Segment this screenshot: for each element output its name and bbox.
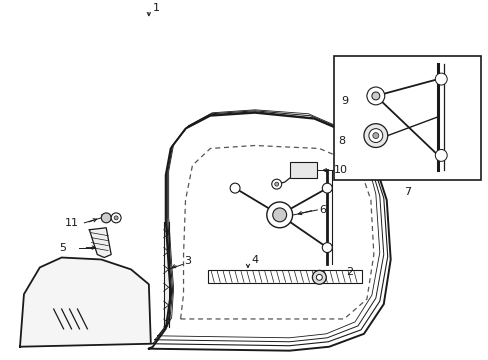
Polygon shape — [89, 228, 111, 257]
Circle shape — [434, 149, 447, 161]
Circle shape — [322, 243, 331, 253]
Circle shape — [372, 132, 378, 139]
Circle shape — [366, 87, 384, 105]
Circle shape — [434, 73, 447, 85]
Circle shape — [272, 208, 286, 222]
Text: 5: 5 — [60, 243, 66, 253]
Text: 10: 10 — [333, 165, 347, 175]
Circle shape — [316, 274, 322, 280]
Circle shape — [371, 92, 379, 100]
Text: 9: 9 — [341, 96, 347, 106]
Text: 1: 1 — [152, 3, 160, 13]
Bar — [333, 56, 480, 180]
Text: 7: 7 — [403, 187, 410, 197]
Circle shape — [322, 183, 331, 193]
Circle shape — [368, 129, 382, 143]
Text: 2: 2 — [346, 267, 352, 277]
Text: 6: 6 — [319, 205, 325, 215]
Circle shape — [363, 124, 387, 148]
Text: 11: 11 — [64, 218, 79, 228]
Circle shape — [312, 270, 325, 284]
Circle shape — [114, 216, 118, 220]
Circle shape — [111, 213, 121, 223]
Circle shape — [230, 183, 240, 193]
Bar — [289, 162, 317, 178]
Text: 3: 3 — [184, 256, 191, 266]
Text: 4: 4 — [250, 256, 258, 265]
Circle shape — [274, 182, 278, 186]
Circle shape — [266, 202, 292, 228]
Circle shape — [271, 179, 281, 189]
Bar — [208, 270, 361, 283]
Polygon shape — [20, 257, 150, 347]
Circle shape — [101, 213, 111, 223]
Text: 8: 8 — [338, 136, 345, 145]
